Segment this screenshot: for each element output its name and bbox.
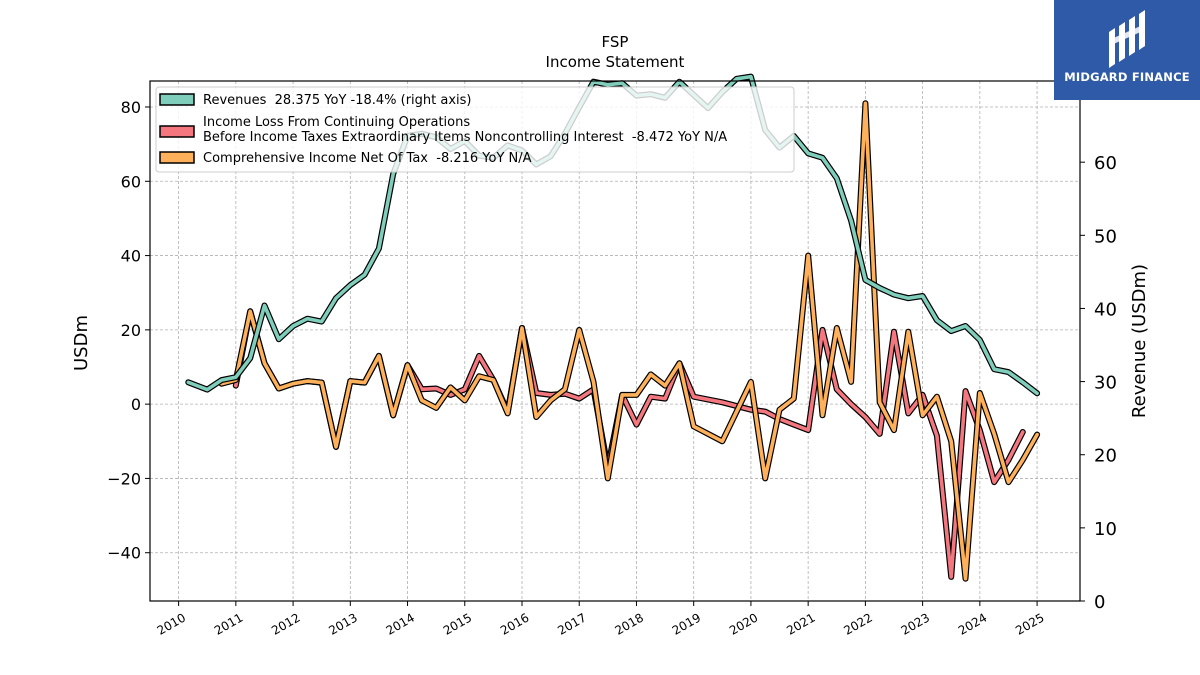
x-tick-label: 2013 [326, 610, 359, 637]
chart-subtitle: Income Statement [546, 53, 685, 71]
legend-swatch-revenues [159, 93, 195, 106]
x-tick-label: 2017 [555, 610, 588, 637]
y2-tick-label: 20 [1094, 446, 1117, 467]
y2-tick-label: 10 [1094, 519, 1117, 540]
y2-tick-label: 60 [1094, 153, 1117, 174]
series-line-comprehensive-income [219, 101, 1039, 581]
x-tick-label: 2023 [899, 610, 932, 637]
legend-swatch-income-loss [159, 125, 195, 138]
x-tick-label: 2014 [384, 610, 417, 637]
legend-swatch-comprehensive-income [159, 151, 195, 164]
midgard-logo-icon [1109, 10, 1145, 68]
legend-label-income-loss-line2: Before Income Taxes Extraordinary Items … [203, 130, 727, 145]
legend-label-revenues: Revenues 28.375 YoY -18.4% (right axis) [203, 93, 472, 108]
axis-ticks: 2010 2011 2012 2013 2014 2015 2016 2017 2018 2019… [107, 98, 1117, 638]
x-tick-label: 2021 [784, 610, 817, 637]
legend-label-comprehensive-income: Comprehensive Income Net Of Tax -8.216 Y… [203, 151, 532, 166]
brand-name: MIDGARD FINANCE [1064, 70, 1190, 84]
brand-logo: MIDGARD FINANCE [1054, 0, 1200, 100]
y-tick-label: 80 [121, 98, 141, 117]
y-tick-label: 60 [121, 172, 141, 191]
y-axis-label: USDm [71, 315, 92, 371]
series-lines [185, 73, 1041, 582]
y2-axis-label: Revenue (USDm) [1129, 264, 1150, 418]
series-outline-comprehensive-income [218, 100, 1041, 582]
legend-label-income-loss-line1: Income Loss From Continuing Operations [203, 115, 470, 130]
legend: Revenues 28.375 YoY -18.4% (right axis) … [155, 86, 795, 173]
y2-tick-label: 30 [1094, 373, 1117, 394]
x-tick-label: 2019 [670, 610, 703, 637]
x-tick-label: 2018 [613, 610, 646, 637]
x-tick-label: 2011 [212, 610, 245, 637]
legend-box [155, 86, 795, 173]
plot-frame [149, 80, 1081, 602]
y2-tick-label: 50 [1094, 226, 1117, 247]
y-tick-label: −40 [107, 544, 141, 563]
x-tick-label: 2016 [498, 610, 531, 637]
x-tick-label: 2024 [956, 610, 989, 637]
y2-tick-label: 0 [1094, 592, 1105, 613]
x-tick-label: 2012 [269, 610, 302, 637]
y-tick-label: 40 [121, 247, 141, 266]
y2-tick-label: 40 [1094, 299, 1117, 320]
series-line-revenues [186, 74, 1039, 396]
x-tick-label: 2022 [841, 610, 874, 637]
x-tick-label: 2015 [441, 610, 474, 637]
chart-title: FSP [602, 33, 629, 51]
y-tick-label: 20 [121, 321, 141, 340]
x-tick-label: 2010 [155, 610, 188, 637]
x-tick-label: 2025 [1013, 610, 1046, 637]
x-tick-label: 2020 [727, 610, 760, 637]
y-tick-label: 0 [131, 395, 141, 414]
y-tick-label: −20 [107, 469, 141, 488]
